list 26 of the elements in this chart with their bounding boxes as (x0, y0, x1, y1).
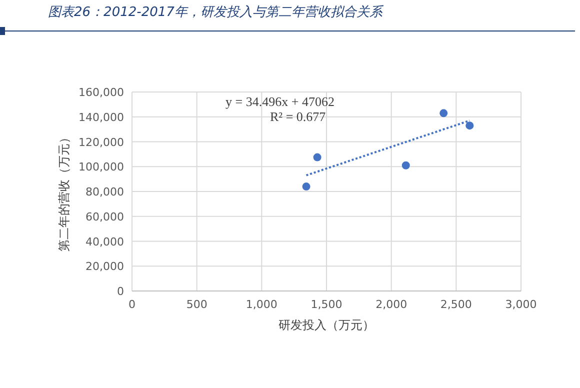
point (466, 122, 474, 130)
y-axis-title: 第二年的营收（万元） (57, 132, 71, 252)
y-tick-label: 0 (117, 285, 124, 298)
y-tick-label: 20,000 (86, 260, 124, 274)
x-tick-label: 0 (128, 298, 136, 311)
annotation: y = 34.496x + 47062 (226, 94, 334, 109)
x-tick-label: 500 (186, 298, 208, 311)
x-tick-label: 1,000 (246, 298, 278, 311)
point (402, 161, 410, 170)
point (440, 109, 448, 118)
y-tick-label: 60,000 (86, 210, 124, 224)
point (313, 153, 322, 162)
y-tick-label: 40,000 (86, 235, 124, 248)
y-tick-label: 140,000 (78, 110, 124, 124)
y-tick-label: 160,000 (78, 86, 124, 99)
point (302, 182, 310, 191)
x-tick-label: 2,000 (376, 298, 408, 311)
y-tick-label: 100,000 (78, 160, 124, 174)
y-tick-label: 80,000 (86, 186, 124, 198)
x-tick-label: 3,000 (505, 298, 537, 311)
annotation: R² = 0.677 (270, 109, 326, 124)
chart-title: 图表26：2012-2017年，研发投入与第二年营收拟合关系 (48, 5, 384, 20)
x-tick-label: 1,500 (310, 298, 342, 311)
x-tick-label: 2,500 (440, 298, 472, 311)
x-axis-title: 研发投入（万元） (278, 318, 374, 332)
y-tick-label: 120,000 (78, 136, 124, 149)
